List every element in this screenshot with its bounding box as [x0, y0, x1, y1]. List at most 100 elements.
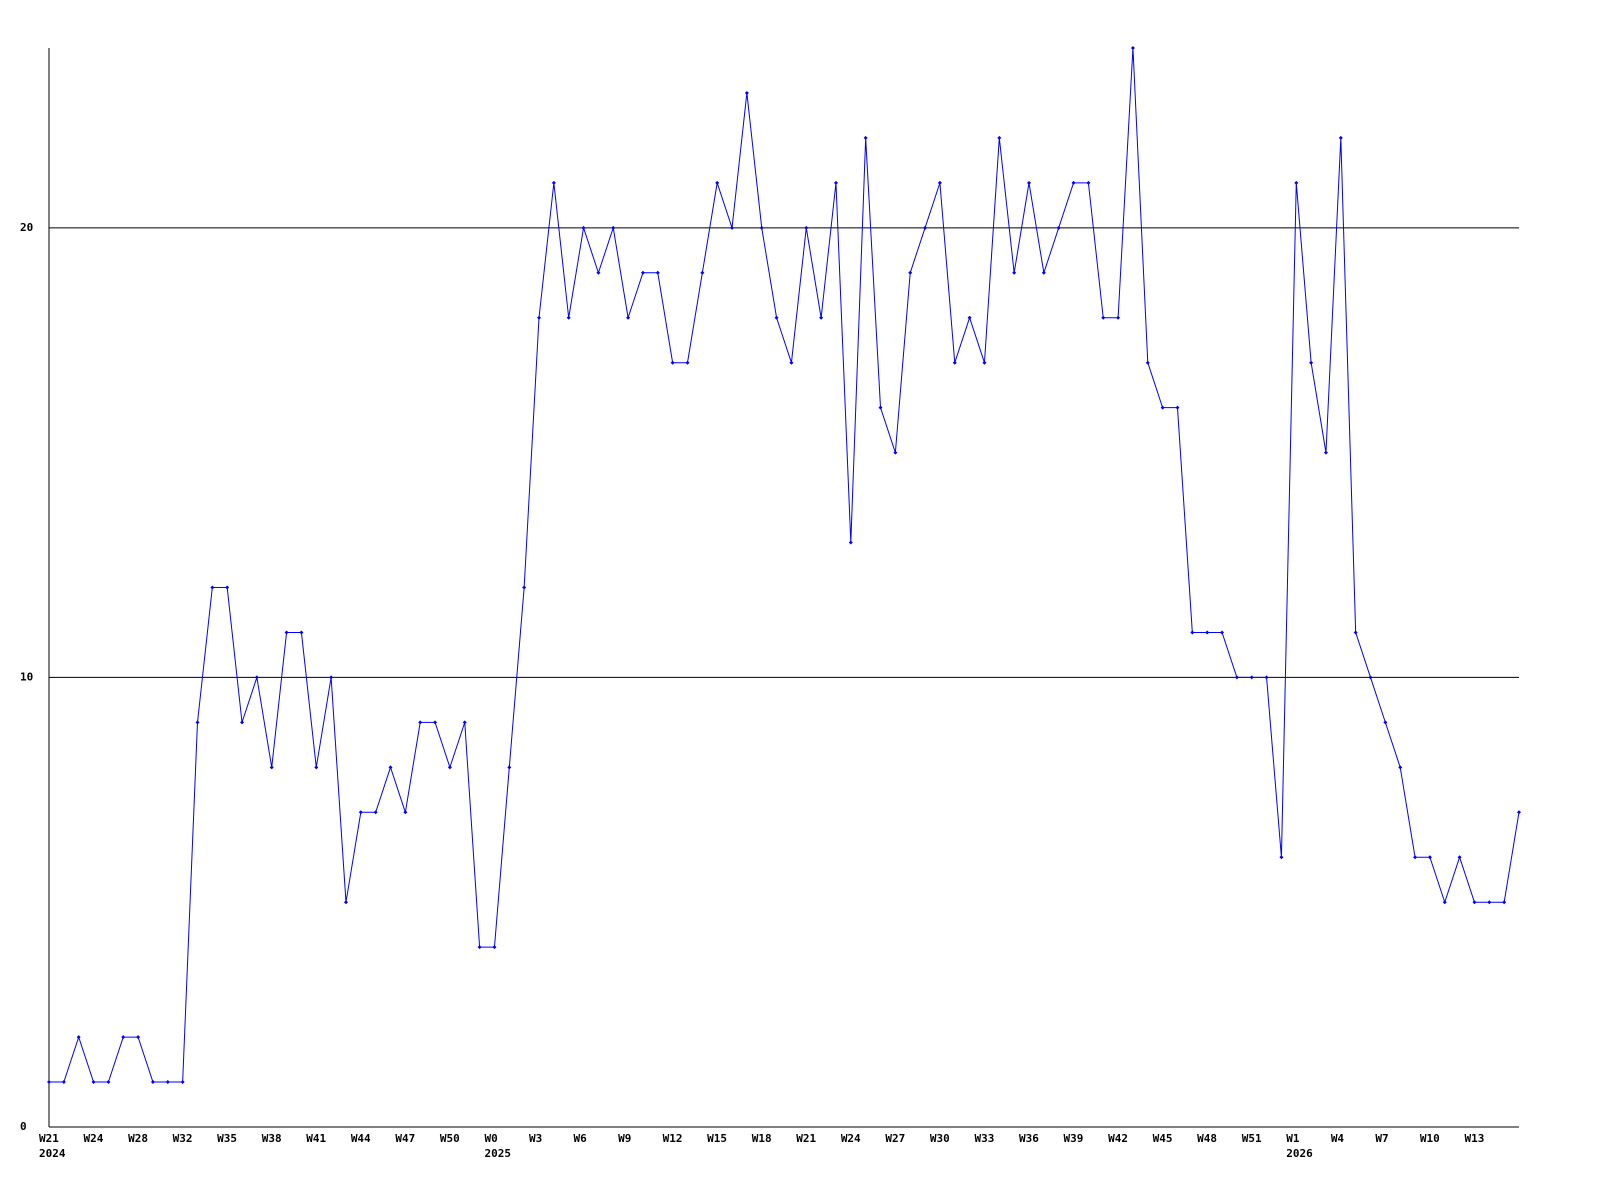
point-marker [121, 1035, 126, 1040]
point-marker [299, 630, 304, 635]
x-tick-label: W7 [1375, 1132, 1388, 1145]
x-tick-label: W35 [217, 1132, 237, 1145]
point-marker [566, 315, 571, 320]
point-marker [165, 1080, 170, 1085]
point-marker [358, 810, 363, 815]
x-tick-label: W38 [262, 1132, 282, 1145]
x-tick-label: W41 [306, 1132, 326, 1145]
point-marker [1338, 135, 1343, 140]
x-tick-label: W27 [885, 1132, 905, 1145]
point-marker [1487, 900, 1492, 905]
point-marker [952, 360, 957, 365]
point-marker [284, 630, 289, 635]
point-marker [685, 360, 690, 365]
x-tick-label: W42 [1108, 1132, 1128, 1145]
x-tick-label: W45 [1153, 1132, 1173, 1145]
x-tick-label: W32 [173, 1132, 193, 1145]
y-tick-label: 20 [20, 221, 33, 234]
point-marker [833, 180, 838, 185]
point-marker [1442, 900, 1447, 905]
point-marker [893, 450, 898, 455]
point-marker [240, 720, 245, 725]
x-tick-label: W24 [84, 1132, 104, 1145]
point-marker [373, 810, 378, 815]
point-marker [1130, 46, 1135, 50]
point-marker [863, 135, 868, 140]
point-marker [997, 135, 1002, 140]
point-marker [1472, 900, 1477, 905]
point-marker [1220, 630, 1225, 635]
point-marker [1383, 720, 1388, 725]
point-marker [1086, 180, 1091, 185]
x-tick-label: W24 [841, 1132, 861, 1145]
point-marker [150, 1080, 155, 1085]
point-marker [1502, 900, 1507, 905]
point-marker [937, 180, 942, 185]
x-year-label: 2025 [484, 1147, 511, 1160]
point-marker [477, 945, 482, 950]
point-marker [1116, 315, 1121, 320]
point-marker [715, 180, 720, 185]
point-marker [314, 765, 319, 770]
point-marker [670, 360, 675, 365]
x-tick-label: W47 [395, 1132, 415, 1145]
x-tick-label: W15 [707, 1132, 727, 1145]
x-tick-label: W48 [1197, 1132, 1217, 1145]
point-marker [1294, 180, 1299, 185]
x-tick-label: W33 [974, 1132, 994, 1145]
x-tick-label: W36 [1019, 1132, 1039, 1145]
point-marker [180, 1080, 185, 1085]
point-marker [1027, 180, 1031, 185]
point-marker [403, 810, 408, 815]
point-marker [329, 675, 334, 680]
point-marker [804, 225, 809, 230]
point-marker [507, 765, 512, 770]
point-marker [1249, 675, 1254, 680]
x-tick-label: W9 [618, 1132, 631, 1145]
point-marker [1279, 855, 1284, 860]
point-marker [1413, 855, 1418, 860]
x-tick-label: W21 [796, 1132, 816, 1145]
point-marker [210, 585, 215, 590]
point-marker [551, 180, 556, 185]
point-marker [1056, 225, 1061, 230]
point-marker [47, 1080, 51, 1085]
point-marker [254, 675, 259, 680]
x-tick-label: W10 [1420, 1132, 1440, 1145]
point-marker [1427, 855, 1432, 860]
point-marker [611, 225, 616, 230]
point-marker [1160, 405, 1165, 410]
point-marker [462, 720, 467, 725]
point-marker [1309, 360, 1314, 365]
point-marker [819, 315, 824, 320]
y-tick-label: 10 [20, 670, 33, 683]
point-marker [730, 225, 735, 230]
point-marker [492, 945, 497, 950]
x-tick-label: W39 [1064, 1132, 1084, 1145]
x-tick-label: W28 [128, 1132, 148, 1145]
x-year-label: 2024 [39, 1147, 66, 1160]
point-marker [1012, 270, 1017, 275]
point-marker [343, 900, 348, 905]
x-tick-label: W4 [1331, 1132, 1345, 1145]
point-marker [848, 540, 853, 545]
point-marker [1234, 675, 1239, 680]
point-marker [1457, 855, 1462, 860]
point-marker [774, 315, 779, 320]
point-marker [640, 270, 645, 275]
x-tick-label: W44 [351, 1132, 371, 1145]
point-marker [789, 360, 794, 365]
point-marker [433, 720, 438, 725]
line [49, 47, 1520, 1083]
point-marker [982, 360, 987, 365]
point-marker [655, 270, 660, 275]
point-marker [447, 765, 452, 770]
point-marker [596, 270, 601, 275]
point-marker [1264, 675, 1269, 680]
point-marker [1101, 315, 1106, 320]
point-marker [76, 1035, 81, 1040]
point-marker [522, 585, 527, 590]
point-marker [744, 90, 749, 95]
point-marker [388, 765, 393, 770]
